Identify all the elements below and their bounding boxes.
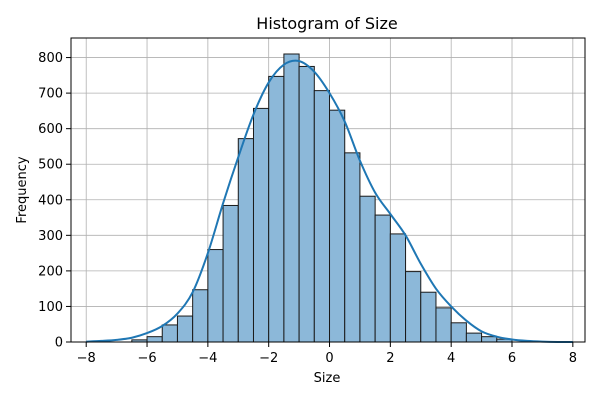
- histogram-bar: [450, 322, 467, 343]
- y-tick-label: 500: [38, 158, 63, 173]
- histogram-bar: [161, 324, 178, 343]
- kde-layer: [86, 59, 573, 344]
- histogram-bar: [465, 332, 483, 343]
- y-tick-label: 200: [38, 264, 63, 279]
- plot-frame: [70, 37, 586, 343]
- x-tick-label: 0: [325, 351, 333, 366]
- y-tick-label: 100: [38, 300, 63, 315]
- x-tick-label: −4: [198, 351, 217, 366]
- histogram-bar: [389, 233, 407, 343]
- histogram-bar: [313, 90, 331, 343]
- histogram-bar: [237, 138, 254, 343]
- x-tick-label: 6: [508, 351, 516, 366]
- histogram-bar: [192, 289, 209, 343]
- histogram-bar: [435, 307, 452, 343]
- y-tick-label: 300: [38, 229, 63, 244]
- y-tick-label: 800: [38, 51, 63, 66]
- axes-layer: [70, 37, 586, 343]
- histogram-bar: [207, 249, 224, 343]
- y-tick-label: 400: [38, 193, 63, 208]
- y-tick-label: 600: [38, 122, 63, 137]
- y-tick-label: 700: [38, 87, 63, 102]
- histogram-bar: [420, 291, 437, 343]
- histogram-bar: [298, 65, 315, 343]
- histogram-bar: [252, 107, 270, 343]
- bars-layer: [131, 53, 513, 343]
- histogram-bar: [222, 204, 239, 343]
- histogram-bar: [329, 109, 346, 343]
- chart-title: Histogram of Size: [256, 14, 397, 33]
- histogram-bar: [283, 53, 300, 343]
- x-tick-label: −6: [137, 351, 156, 366]
- histogram-bar: [344, 152, 361, 343]
- histogram-bar: [359, 195, 376, 343]
- histogram-bar: [405, 271, 422, 343]
- ticks-layer: −8 −6 −4 −2 0 2 4 6 8 0 100 200 300 400 500 600 700 800: [38, 51, 577, 366]
- histogram-bar: [481, 336, 498, 343]
- histogram-bar: [374, 214, 391, 343]
- x-tick-label: 4: [447, 351, 455, 366]
- x-tick-label: −2: [259, 351, 278, 366]
- y-axis-label: Frequency: [15, 156, 30, 223]
- x-tick-label: −8: [77, 351, 96, 366]
- histogram-bar: [176, 315, 194, 343]
- histogram-bar: [268, 75, 285, 343]
- kde-line: [86, 59, 573, 344]
- y-tick-label: 0: [55, 336, 63, 351]
- x-tick-label: 2: [386, 351, 394, 366]
- x-axis-label: Size: [314, 371, 341, 386]
- x-tick-label: 8: [569, 351, 577, 366]
- histogram-bar: [146, 336, 163, 343]
